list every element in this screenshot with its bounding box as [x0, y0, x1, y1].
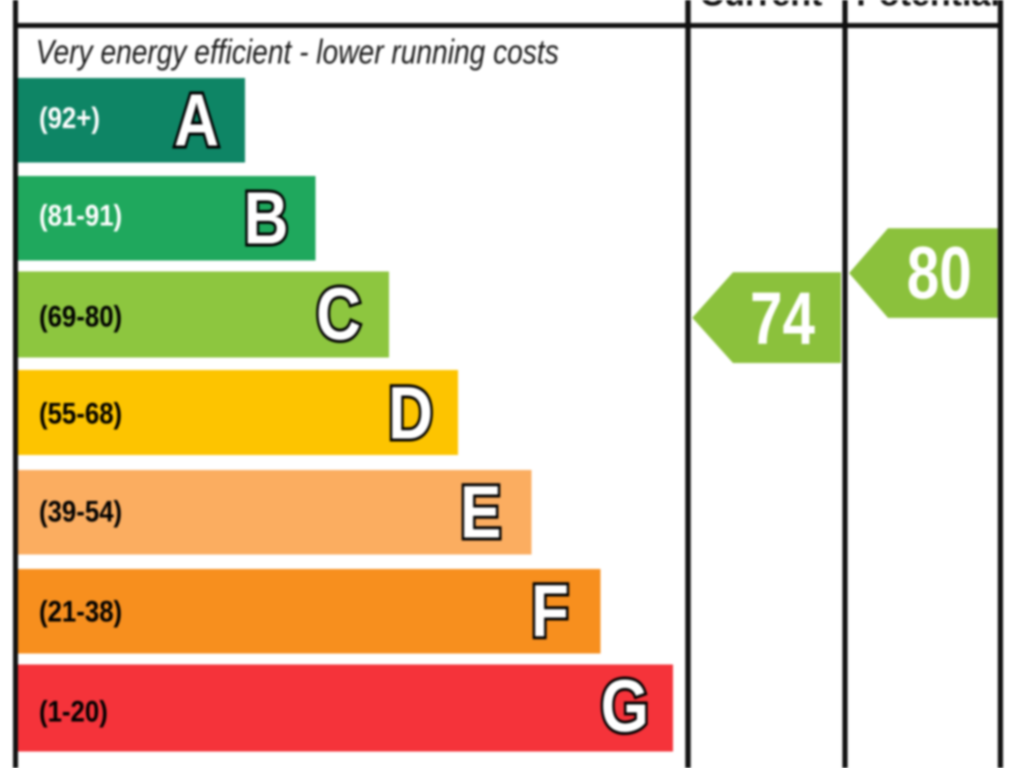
svg-text:(1-20): (1-20) [39, 695, 108, 728]
svg-text:C: C [316, 273, 361, 355]
svg-text:(39-54): (39-54) [39, 494, 122, 527]
svg-text:(55-68): (55-68) [39, 397, 122, 430]
svg-text:(81-91): (81-91) [39, 199, 122, 232]
svg-text:Very energy efficient - lower: Very energy efficient - lower running co… [36, 33, 559, 71]
svg-text:(69-80): (69-80) [39, 300, 122, 333]
svg-text:G: G [601, 665, 649, 747]
svg-text:A: A [174, 79, 219, 161]
svg-text:E: E [460, 471, 501, 553]
svg-text:D: D [388, 372, 433, 454]
svg-text:80: 80 [907, 233, 972, 315]
svg-text:74: 74 [750, 279, 815, 361]
svg-text:(92+): (92+) [39, 101, 100, 134]
svg-text:B: B [244, 177, 289, 259]
svg-text:(21-38): (21-38) [39, 594, 122, 627]
svg-text:Potential: Potential [856, 0, 1000, 14]
svg-text:F: F [531, 570, 569, 652]
svg-text:Current: Current [700, 0, 823, 14]
